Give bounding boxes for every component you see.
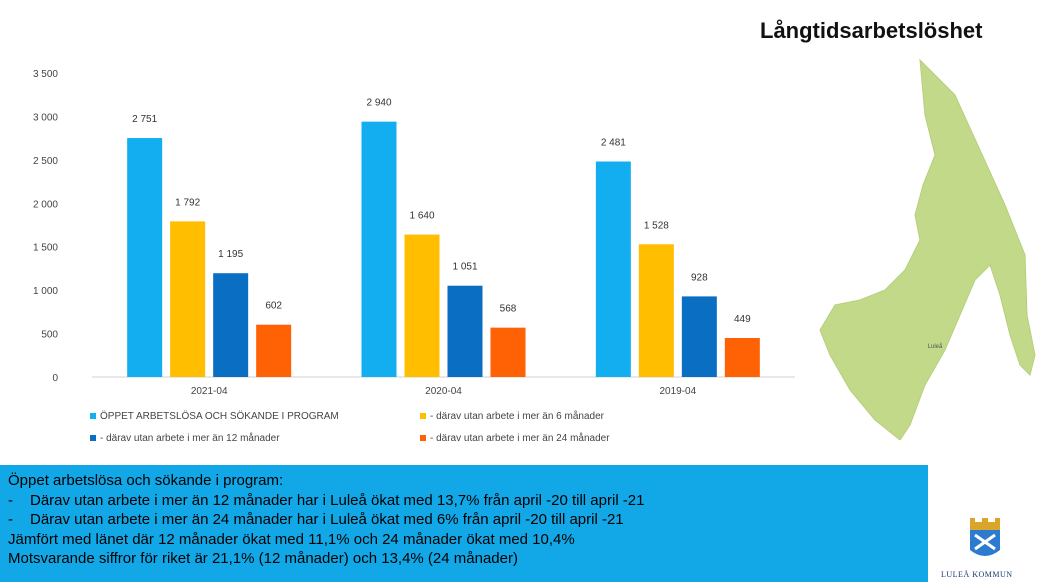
data-label: 602 xyxy=(265,301,282,312)
legend-item-6m: - därav utan arbete i mer än 6 månader xyxy=(420,411,604,422)
data-label: 1 528 xyxy=(644,220,669,231)
y-tick-label: 1 000 xyxy=(33,286,58,297)
info-bullet-text: Därav utan arbete i mer än 12 månader ha… xyxy=(30,491,645,509)
bar xyxy=(361,121,397,377)
coat-of-arms-icon xyxy=(970,518,1000,556)
bullet-mark: - xyxy=(8,491,13,509)
info-box: Öppet arbetslösa och sökande i program: … xyxy=(0,465,928,582)
page-title: Långtidsarbetslöshet xyxy=(760,18,983,43)
info-bullet: - Därav utan arbete i mer än 12 månader h… xyxy=(8,491,928,511)
data-label: 449 xyxy=(734,314,751,325)
data-label: 2 481 xyxy=(601,138,626,149)
info-line-country: Motsvarande siffror för riket är 21,1% (… xyxy=(8,550,518,567)
info-line-county: Jämfört med länet där 12 månader ökat me… xyxy=(8,530,575,548)
bar xyxy=(213,273,249,377)
data-label: 1 640 xyxy=(409,211,434,222)
legend-label: - därav utan arbete i mer än 24 månader xyxy=(430,432,610,444)
data-label: 2 940 xyxy=(366,98,391,109)
bullet-mark: - xyxy=(8,511,13,528)
y-tick-label: 500 xyxy=(41,330,58,341)
bar xyxy=(638,244,674,377)
x-tick-label: 2021-04 xyxy=(191,386,228,397)
legend-label: - därav utan arbete i mer än 6 månader xyxy=(430,410,604,422)
legend-label: ÖPPET ARBETSLÖSA OCH SÖKANDE I PROGRAM xyxy=(100,410,339,422)
legend-swatch xyxy=(90,435,96,441)
data-label: 1 792 xyxy=(175,197,200,208)
map-region xyxy=(819,58,1036,440)
data-label: 928 xyxy=(691,272,708,283)
data-label: 2 751 xyxy=(132,114,157,125)
y-tick-label: 2 500 xyxy=(33,156,58,167)
x-tick-label: 2019-04 xyxy=(659,386,696,397)
x-tick-label: 2020-04 xyxy=(425,386,462,397)
info-heading: Öppet arbetslösa och sökande i program: xyxy=(8,472,284,489)
info-bullet-text: Därav utan arbete i mer än 24 månader ha… xyxy=(30,511,624,528)
data-label: 1 195 xyxy=(218,249,243,260)
info-bullet: - Därav utan arbete i mer än 24 månader h… xyxy=(8,510,928,530)
bar xyxy=(404,234,440,377)
bar xyxy=(447,285,483,377)
bar xyxy=(170,221,206,377)
map-label: Luleå xyxy=(928,343,943,350)
bar xyxy=(490,327,526,377)
y-tick-label: 1 500 xyxy=(33,243,58,254)
bar xyxy=(127,138,163,377)
y-tick-label: 2 000 xyxy=(33,199,58,210)
data-label: 568 xyxy=(500,304,517,315)
data-label: 1 051 xyxy=(452,262,477,273)
legend-swatch xyxy=(420,435,426,441)
legend-swatch xyxy=(420,413,426,419)
legend-item-12m: - därav utan arbete i mer än 12 månader xyxy=(90,433,420,444)
bar xyxy=(595,161,631,377)
y-tick-label: 0 xyxy=(52,373,58,384)
lulea-kommun-logo: LULEÅ KOMMUN xyxy=(938,512,1048,582)
y-tick-label: 3 000 xyxy=(33,112,58,123)
chart-legend: ÖPPET ARBETSLÖSA OCH SÖKANDE I PROGRAM -… xyxy=(90,405,790,449)
legend-item-24m: - därav utan arbete i mer än 24 månader xyxy=(420,433,610,444)
bar xyxy=(256,324,292,377)
logo-text: LULEÅ KOMMUN xyxy=(941,570,1013,579)
bar xyxy=(724,338,760,377)
legend-label: - därav utan arbete i mer än 12 månader xyxy=(100,432,280,444)
legend-item-open: ÖPPET ARBETSLÖSA OCH SÖKANDE I PROGRAM xyxy=(90,411,420,422)
bar xyxy=(681,296,717,377)
lulea-map: Luleå xyxy=(819,58,1036,440)
y-tick-label: 3 500 xyxy=(33,69,58,80)
legend-swatch xyxy=(90,413,96,419)
